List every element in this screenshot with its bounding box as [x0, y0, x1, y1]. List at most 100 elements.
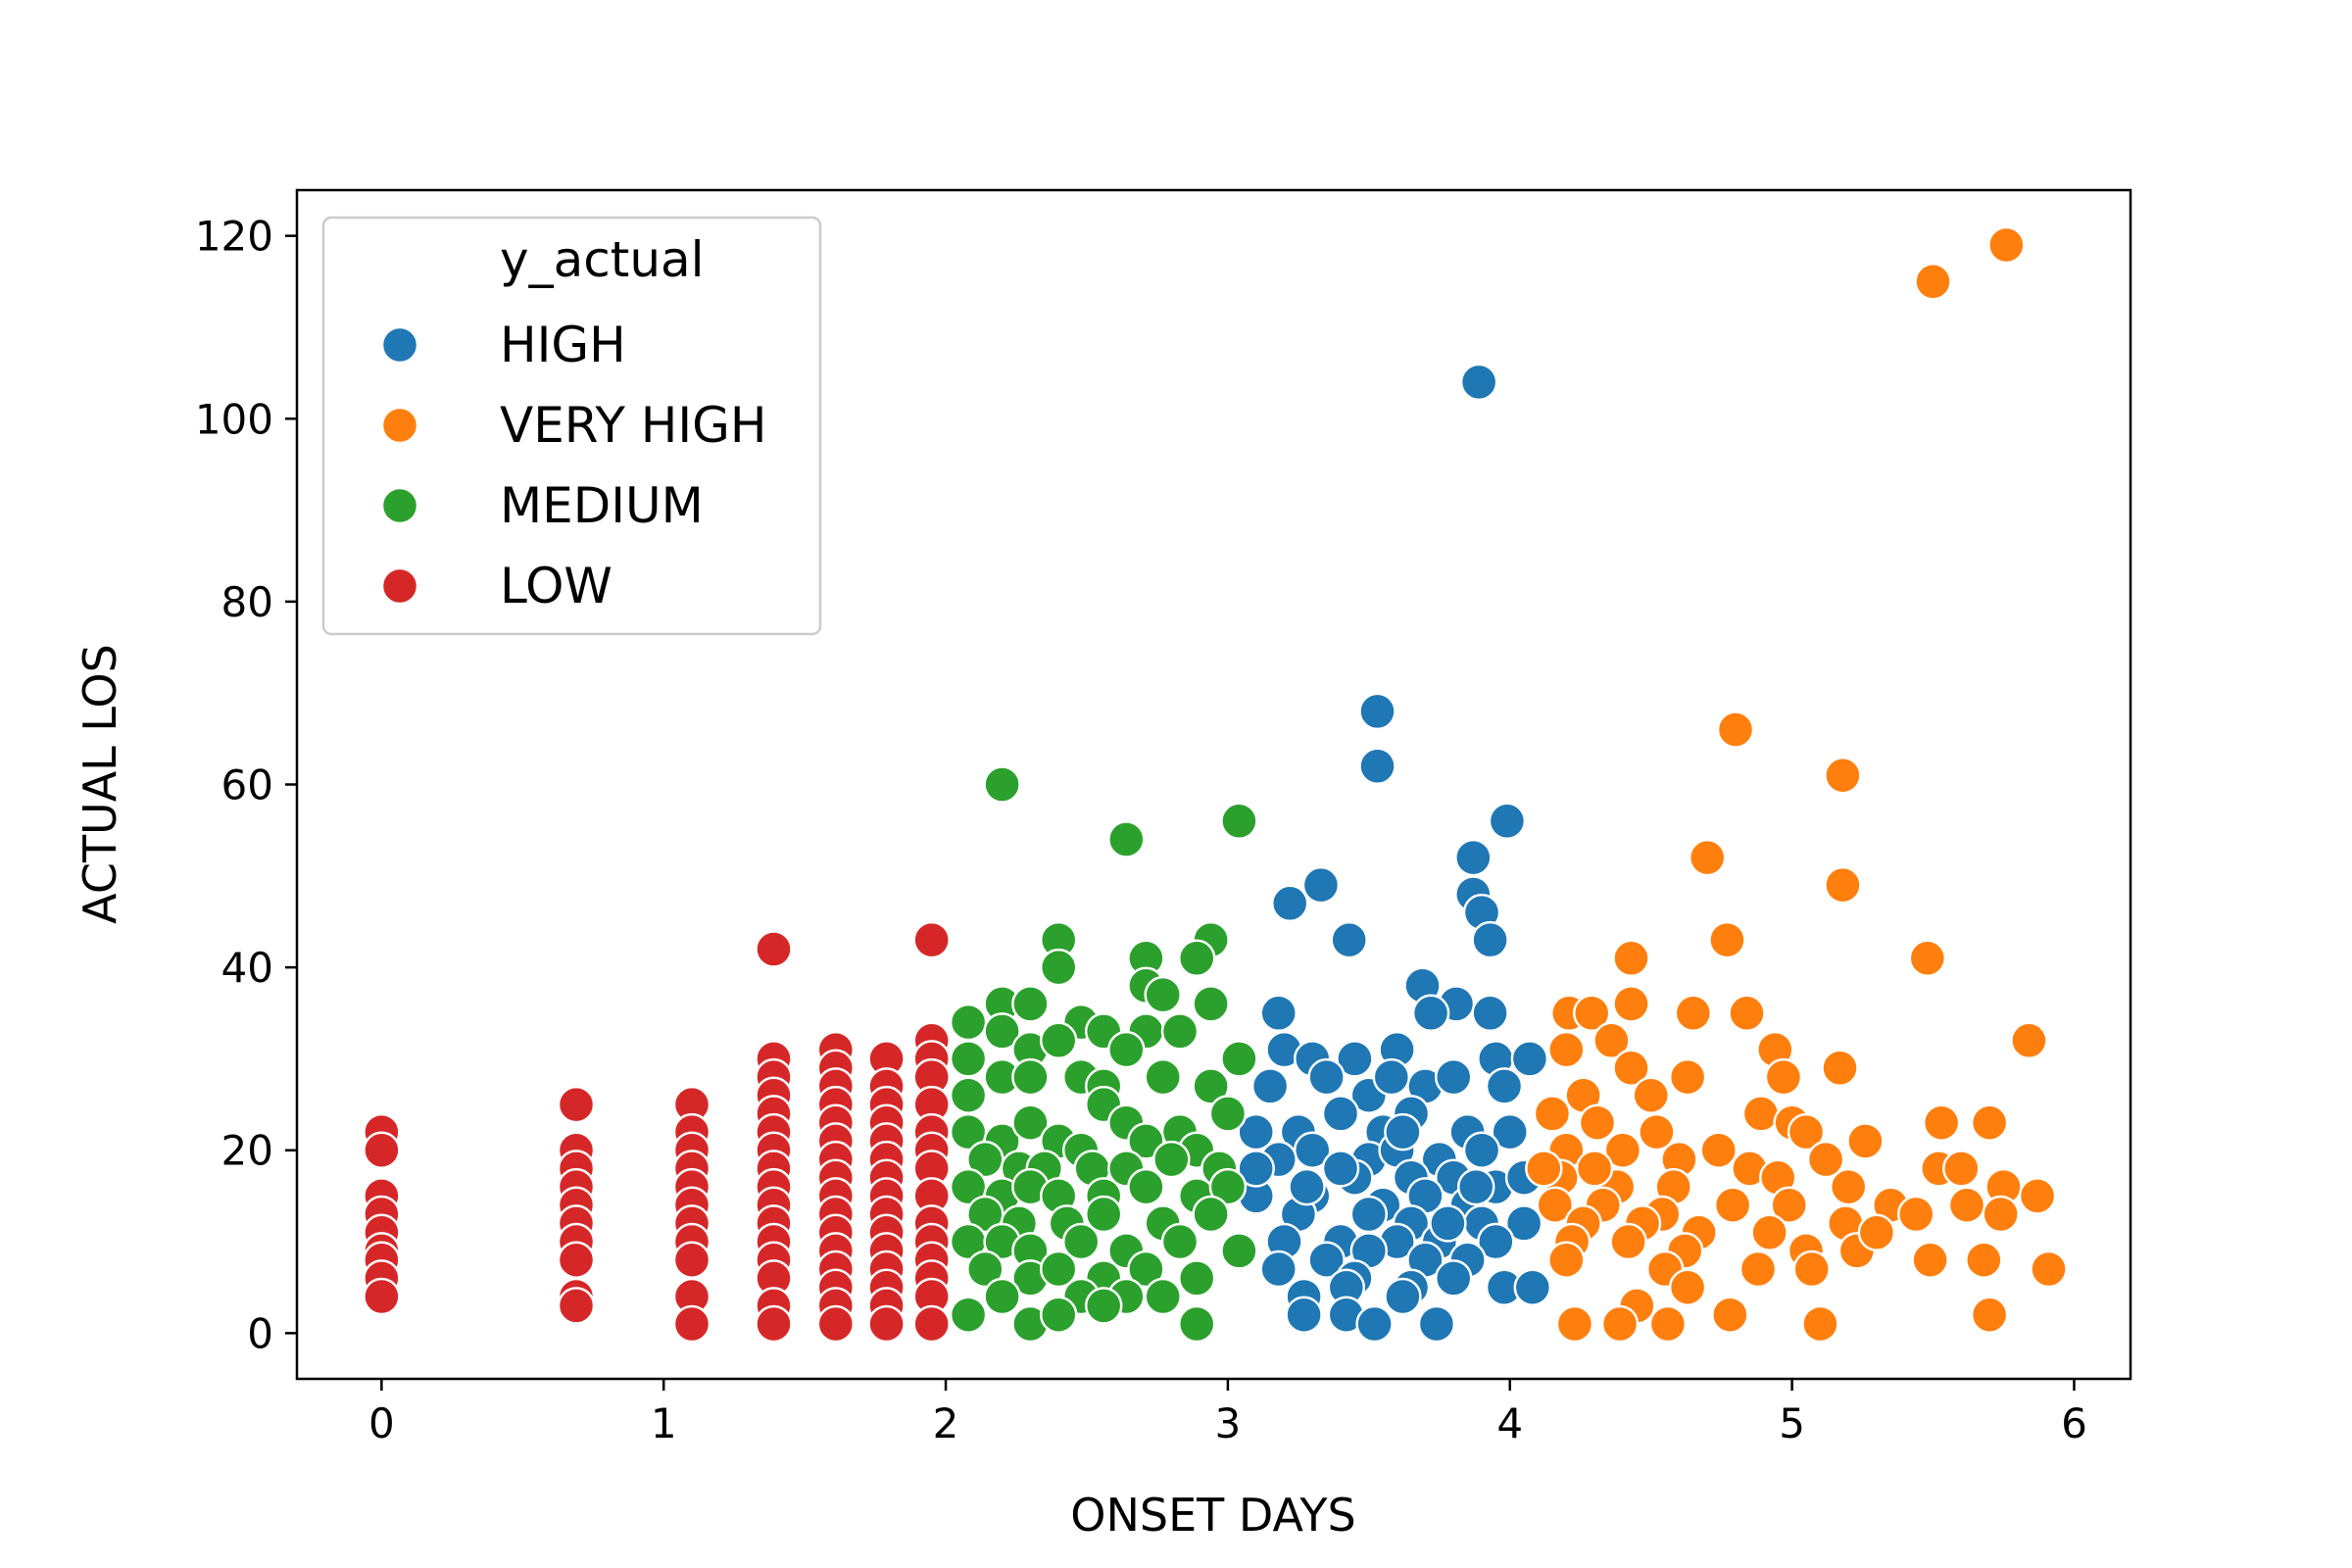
data-point	[1806, 1140, 1845, 1179]
data-point	[912, 920, 951, 959]
y-tick-label: 120	[195, 213, 273, 261]
data-point	[1429, 1204, 1467, 1243]
data-point	[1612, 1049, 1650, 1088]
data-point	[1011, 1057, 1050, 1097]
x-tick-label: 0	[368, 1399, 395, 1447]
y-tick-label: 0	[247, 1309, 273, 1357]
data-point	[1192, 1195, 1230, 1234]
data-point	[1965, 1241, 2003, 1279]
data-point	[1547, 1030, 1586, 1069]
data-point	[1632, 1076, 1670, 1114]
y-tick-label: 40	[221, 944, 273, 992]
data-point	[1603, 1131, 1642, 1169]
data-point	[1750, 1213, 1788, 1251]
legend-marker	[380, 486, 419, 525]
data-point	[1896, 1195, 1936, 1234]
data-point	[1270, 884, 1309, 923]
data-point	[983, 1012, 1021, 1051]
data-point	[1127, 1250, 1165, 1289]
legend-label: MEDIUM	[500, 477, 704, 534]
data-point	[1061, 1222, 1101, 1261]
data-point	[1237, 1150, 1275, 1188]
data-point	[1648, 1304, 1688, 1344]
y-tick-label: 100	[195, 395, 273, 443]
x-tick-label: 2	[933, 1399, 959, 1447]
x-tick-label: 5	[1779, 1399, 1805, 1447]
data-point	[1454, 838, 1493, 877]
data-point	[1358, 747, 1396, 786]
data-point	[1911, 1241, 1949, 1279]
y-tick-label: 60	[221, 761, 273, 809]
data-point	[1259, 994, 1298, 1033]
data-point	[1355, 1304, 1394, 1344]
series-very-high	[1525, 225, 2068, 1344]
data-point	[1471, 994, 1509, 1033]
y-axis: 0 20 40 60 80 100 120	[195, 213, 297, 1357]
data-point	[1792, 1250, 1831, 1289]
x-tick-label: 1	[651, 1399, 677, 1447]
data-point	[1208, 1167, 1248, 1206]
data-point	[1477, 1222, 1515, 1261]
data-point	[1250, 1067, 1290, 1105]
data-point	[1488, 802, 1527, 841]
legend-label: VERY HIGH	[500, 397, 766, 454]
data-point	[1536, 1186, 1575, 1224]
y-axis-label: ACTUAL LOS	[74, 644, 126, 924]
data-point	[1011, 1103, 1050, 1142]
legend-label: LOW	[500, 558, 612, 614]
data-point	[1668, 1057, 1707, 1097]
data-point	[1600, 1304, 1640, 1344]
data-point	[1039, 1021, 1078, 1060]
data-point	[1609, 1222, 1647, 1261]
data-point	[1575, 1150, 1614, 1188]
data-point	[1330, 920, 1368, 959]
data-point	[1970, 1296, 2009, 1334]
data-point	[2018, 1177, 2057, 1215]
data-point	[1192, 1067, 1230, 1105]
data-point	[1922, 1103, 1961, 1142]
data-point	[1908, 939, 1947, 978]
legend-marker	[380, 566, 419, 606]
data-point	[1711, 1296, 1749, 1334]
legend-items: HIGH VERY HIGH MEDIUM LOW	[380, 317, 766, 614]
data-point	[1288, 1167, 1326, 1206]
data-point	[1144, 975, 1182, 1014]
legend-title: y_actual	[500, 231, 705, 288]
data-point	[1011, 985, 1050, 1023]
data-point	[1220, 1040, 1258, 1078]
data-point	[1638, 1112, 1676, 1152]
data-point	[966, 1250, 1004, 1289]
data-point	[1285, 1296, 1323, 1334]
data-point	[1434, 1259, 1473, 1298]
data-point	[1039, 948, 1078, 987]
data-point	[983, 1277, 1021, 1316]
data-point	[1084, 1195, 1123, 1234]
data-point	[557, 1085, 596, 1124]
series-medium	[949, 765, 1258, 1344]
data-point	[1824, 865, 1862, 905]
data-point	[363, 1131, 401, 1169]
data-point	[1208, 1095, 1248, 1133]
data-point	[1152, 1140, 1191, 1179]
series-high	[1237, 363, 1552, 1344]
data-point	[1411, 994, 1450, 1033]
x-axis: 0 1 2 3 4 5 6	[368, 1379, 2087, 1447]
data-point	[1741, 1095, 1781, 1133]
data-point	[1456, 1167, 1495, 1206]
data-point	[755, 1304, 793, 1344]
data-point	[1127, 1122, 1165, 1160]
data-point	[2010, 1021, 2048, 1060]
data-point	[1417, 1304, 1456, 1344]
data-point	[1824, 756, 1862, 795]
data-point	[1144, 1277, 1182, 1316]
points-layer	[363, 225, 2068, 1344]
y-tick-label: 20	[221, 1127, 273, 1175]
data-point	[1107, 1030, 1146, 1069]
legend-marker	[380, 406, 419, 445]
data-point	[1160, 1012, 1200, 1051]
data-point	[949, 1003, 988, 1042]
data-point	[1039, 1296, 1078, 1334]
x-tick-label: 4	[1496, 1399, 1523, 1447]
data-point	[1513, 1268, 1552, 1306]
